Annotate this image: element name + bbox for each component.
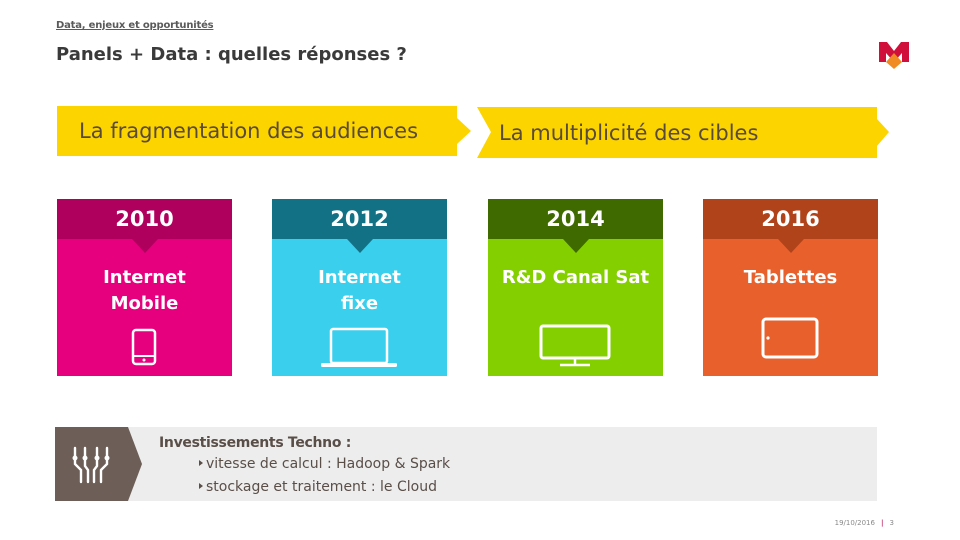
card-body	[272, 239, 447, 376]
page-title: Panels + Data : quelles réponses ?	[56, 44, 407, 65]
card-label: Internet fixe	[318, 267, 401, 314]
footer-date: 19/10/2016	[834, 519, 875, 527]
investments-arrow	[128, 427, 142, 501]
card-body	[488, 239, 663, 376]
laptop-icon	[321, 327, 397, 367]
investments-heading: Investissements Techno :	[159, 435, 352, 451]
banner-label: La fragmentation des audiences	[79, 119, 419, 143]
card-year: 2012	[272, 199, 447, 239]
bullet-text: vitesse de calcul : Hadoop & Spark	[206, 456, 451, 472]
banner-target-multiplicity: La multiplicité des cibles	[477, 107, 889, 158]
tv-icon	[539, 324, 611, 367]
card-body	[703, 239, 878, 376]
card-notch	[132, 239, 158, 253]
bullet-text: stockage et traitement : le Cloud	[206, 479, 437, 495]
banner-label: La multiplicité des cibles	[499, 120, 759, 145]
card-year: 2016	[703, 199, 878, 239]
card-2012: 2012 Internet fixe	[272, 199, 447, 376]
card-year: 2010	[57, 199, 232, 239]
footer-separator: |	[880, 519, 884, 527]
card-year: 2014	[488, 199, 663, 239]
investments-panel: Investissements Techno : vitesse de calc…	[55, 427, 877, 501]
circuit-icon	[72, 446, 110, 484]
bullet-triangle-icon	[199, 483, 203, 489]
card-notch	[563, 239, 589, 253]
bullet-triangle-icon	[199, 460, 203, 466]
card-notch	[778, 239, 804, 253]
smartphone-icon	[131, 328, 157, 366]
card-body	[57, 239, 232, 376]
brand-logo-icon	[879, 42, 909, 69]
card-2016: 2016 Tablettes	[703, 199, 878, 376]
investments-bullet: stockage et traitement : le Cloud	[199, 479, 437, 495]
investments-icon-box	[55, 427, 128, 501]
card-2010: 2010 Internet Mobile	[57, 199, 232, 376]
card-2014: 2014 R&D Canal Sat	[488, 199, 663, 376]
footer: 19/10/2016 | 3	[835, 519, 894, 527]
breadcrumb[interactable]: Data, enjeux et opportunités	[56, 20, 214, 31]
page-number: 3	[889, 519, 894, 527]
investments-bullet: vitesse de calcul : Hadoop & Spark	[199, 456, 450, 472]
banner-audience-fragmentation: La fragmentation des audiences	[57, 106, 471, 156]
card-label: Internet Mobile	[103, 267, 186, 314]
card-label: R&D Canal Sat	[501, 267, 650, 288]
card-label: Tablettes	[743, 267, 838, 288]
card-notch	[347, 239, 373, 253]
tablet-icon	[761, 317, 819, 359]
